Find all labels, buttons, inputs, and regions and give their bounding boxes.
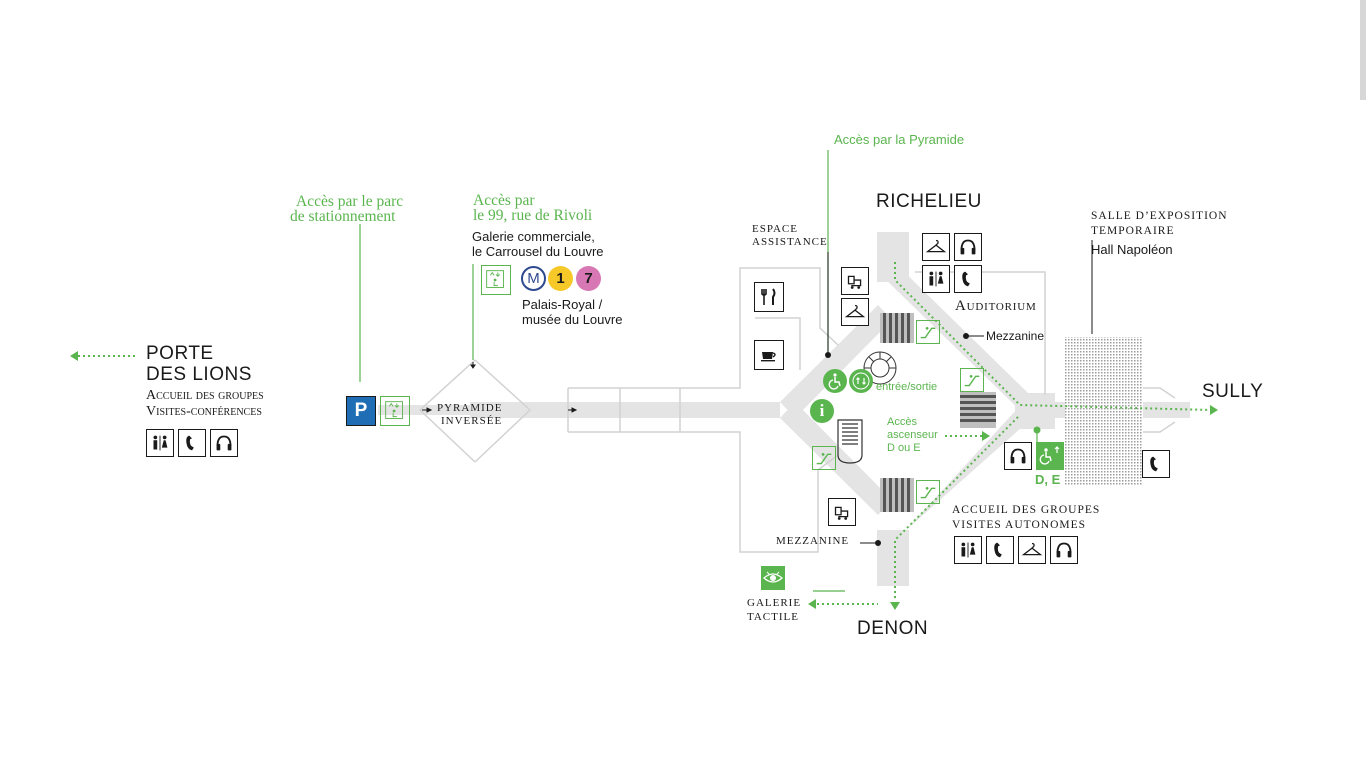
- pyramide-inversee-line1: PYRAMIDE: [437, 402, 503, 414]
- restroom-icon: [922, 265, 950, 293]
- restroom-icon: [146, 429, 174, 457]
- salle-exposition-line1: SALLE D’EXPOSITION: [1091, 210, 1228, 222]
- cloakroom-icon: [922, 233, 950, 261]
- access-parc-line1: Accès par le parc: [296, 193, 404, 210]
- mezzanine-top-label: Mezzanine: [986, 329, 1045, 343]
- spiral-staircase-icon: [863, 351, 897, 385]
- porte-des-lions-line1: PORTE: [146, 343, 214, 364]
- elevator-de-label: D, E: [1035, 472, 1061, 487]
- galerie-label-line1: Galerie commerciale,: [472, 229, 595, 244]
- denon-label: DENON: [857, 618, 929, 639]
- phone-icon: [954, 265, 982, 293]
- access-parc-line2: de stationnement: [290, 208, 396, 225]
- info-icon: i: [810, 399, 834, 423]
- window-scrollbar[interactable]: [1360, 0, 1366, 100]
- leader-dots: [825, 333, 969, 546]
- parking-letter: P: [354, 400, 368, 421]
- hall-napoleon-label: Hall Napoléon: [1091, 242, 1173, 257]
- galerie-tactile-line2: TACTILE: [747, 611, 799, 623]
- stroller-icon: [841, 267, 869, 295]
- audioguide-icon: [210, 429, 238, 457]
- galerie-tactile-line1: GALERIE: [747, 597, 802, 609]
- escalators: [880, 313, 996, 512]
- leader-lines: [359, 150, 1038, 592]
- audioguide-icon: [954, 233, 982, 261]
- auditorium-label: Auditorium: [955, 298, 1037, 314]
- escalator-icon: [916, 320, 940, 344]
- mezzanine-bottom-label: MEZZANINE: [776, 535, 850, 547]
- phone-icon: [1142, 450, 1170, 478]
- elevator-point: [1033, 426, 1041, 434]
- stroller-icon: [828, 498, 856, 526]
- elevator-icon: [481, 265, 511, 295]
- salle-exposition-line2: TEMPORAIRE: [1091, 225, 1175, 237]
- entree-sortie-label: entrée/sortie: [876, 381, 938, 393]
- stairs-shaft: [837, 419, 863, 464]
- porte-des-lions-line2: DES LIONS: [146, 364, 252, 385]
- access-rivoli-line1: Accès par: [473, 192, 535, 209]
- restroom-icon: [954, 536, 982, 564]
- escalator-icon: [960, 368, 984, 392]
- palais-royal-line1: Palais-Royal /: [522, 297, 603, 312]
- acces-ascenseur-line2: ascenseur: [887, 429, 938, 441]
- route-arrows: [70, 351, 1218, 610]
- exhibition-hall-area: [1065, 337, 1143, 485]
- phone-icon: [178, 429, 206, 457]
- cafe-icon: [754, 340, 784, 370]
- espace-assistance-line1: ESPACE: [752, 223, 798, 235]
- accueil-autonomes-line1: ACCUEIL DES GROUPES: [952, 504, 1101, 516]
- metro-icon: M: [521, 266, 546, 291]
- tactile-eye-icon: [761, 566, 785, 590]
- info-letter: i: [819, 401, 825, 420]
- escalator-icon: [916, 480, 940, 504]
- porte-sub-line2: Visites-conférences: [146, 404, 262, 419]
- escalator-icon: [812, 446, 836, 470]
- espace-assistance-line2: ASSISTANCE: [752, 236, 828, 248]
- audioguide-icon: [1050, 536, 1078, 564]
- phone-icon: [986, 536, 1014, 564]
- elevator-icon: [380, 396, 410, 426]
- wheelchair-icon: [823, 369, 847, 393]
- acces-ascenseur-line1: Accès: [887, 416, 917, 428]
- audioguide-icon: [1004, 442, 1032, 470]
- metro-line-1-number: 1: [556, 270, 565, 287]
- access-routes: [73, 262, 1211, 605]
- galerie-label-line2: le Carrousel du Louvre: [472, 244, 604, 259]
- elevator-circle-icon: [849, 369, 873, 393]
- accueil-autonomes-line2: VISITES AUTONOMES: [952, 519, 1087, 531]
- acces-ascenseur-line3: D ou E: [887, 442, 921, 454]
- restaurant-icon: [754, 282, 784, 312]
- access-rivoli-line2: le 99, rue de Rivoli: [473, 207, 593, 224]
- cloakroom-icon: [1018, 536, 1046, 564]
- richelieu-label: RICHELIEU: [876, 191, 982, 212]
- pyramide-inversee-line2: INVERSÉE: [441, 415, 503, 427]
- accessible-elevator-icon: [1036, 442, 1064, 470]
- metro-letter: M: [527, 270, 540, 287]
- metro-line-7-number: 7: [584, 270, 593, 287]
- porte-sub-line1: Accueil des groupes: [146, 388, 264, 403]
- cloakroom-icon: [841, 298, 869, 326]
- access-pyramide-label: Accès par la Pyramide: [834, 132, 965, 147]
- direction-arrows: [422, 362, 578, 413]
- parking-icon: P: [346, 396, 376, 426]
- metro-line-1-icon: 1: [548, 266, 573, 291]
- metro-line-7-icon: 7: [576, 266, 601, 291]
- sully-label: SULLY: [1202, 381, 1264, 402]
- palais-royal-line2: musée du Louvre: [522, 312, 623, 327]
